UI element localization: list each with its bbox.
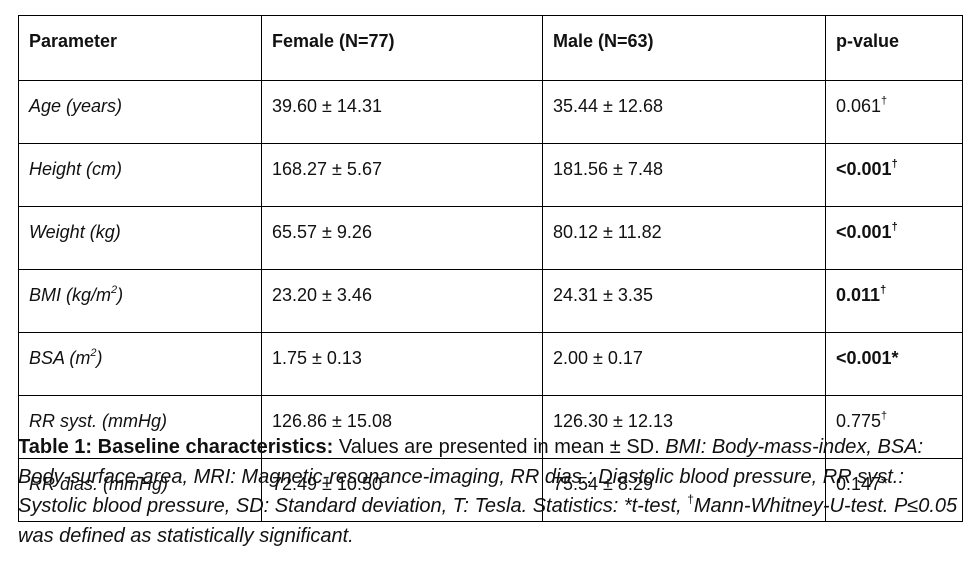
cell-p-value: <0.001†	[825, 143, 963, 207]
p-value-test-mark: †	[880, 283, 887, 296]
header-parameter: Parameter	[18, 15, 262, 81]
caption-abbreviations: BMI: Body-mass-index, BSA: Body-surface-…	[18, 436, 924, 517]
parameter-label: Age (years)	[29, 95, 123, 116]
p-value-test-mark: †	[891, 220, 898, 233]
caption-significance: Mann-Whitney-U-test. P≤0.05 was defined …	[18, 495, 958, 547]
cell-p-value: 0.061†	[825, 80, 963, 144]
parameter-superscript: 2	[90, 346, 97, 359]
cell-p-value: <0.001†	[825, 206, 963, 270]
header-male: Male (N=63)	[542, 15, 826, 81]
header-p-value: p-value	[825, 15, 963, 81]
baseline-table-container: Parameter Female (N=77) Male (N=63) p-va…	[18, 15, 963, 522]
cell-female: 1.75 ± 0.13	[261, 332, 543, 396]
caption-lead: Table 1: Baseline characteristics:	[18, 436, 334, 458]
cell-female: 39.60 ± 14.31	[261, 80, 543, 144]
p-value-text: 0.147*	[836, 473, 889, 494]
cell-p-value: <0.001*	[825, 332, 963, 396]
cell-parameter: Age (years)	[18, 80, 262, 144]
caption-normal-text: Values are presented in mean ± SD.	[333, 436, 666, 458]
caption-dagger: †	[687, 492, 694, 507]
cell-female: 126.86 ± 15.08	[261, 395, 543, 459]
cell-parameter: RR syst. (mmHg)	[18, 395, 262, 459]
p-value-text: <0.001	[836, 221, 892, 242]
table-header-row: Parameter Female (N=77) Male (N=63) p-va…	[18, 15, 963, 81]
parameter-label-end: )	[117, 284, 124, 305]
cell-male: 35.44 ± 12.68	[542, 80, 826, 144]
cell-parameter: RR dias. (mmHg)	[18, 458, 262, 522]
p-value-text: 0.011	[836, 284, 881, 305]
p-value-text: 0.775	[836, 410, 882, 431]
p-value-test-mark: †	[891, 157, 898, 170]
cell-p-value: 0.775†	[825, 395, 963, 459]
cell-parameter: BSA (m2)	[18, 332, 262, 396]
p-value-text: <0.001	[836, 158, 892, 179]
cell-male: 181.56 ± 7.48	[542, 143, 826, 207]
cell-male: 80.12 ± 11.82	[542, 206, 826, 270]
cell-female: 168.27 ± 5.67	[261, 143, 543, 207]
header-female: Female (N=77)	[261, 15, 543, 81]
cell-male: 24.31 ± 3.35	[542, 269, 826, 333]
parameter-label: BSA (m	[29, 347, 91, 368]
parameter-label: RR dias. (mmHg)	[29, 473, 169, 494]
cell-parameter: Weight (kg)	[18, 206, 262, 270]
cell-male: 2.00 ± 0.17	[542, 332, 826, 396]
cell-female: 65.57 ± 9.26	[261, 206, 543, 270]
p-value-text: 0.061	[836, 95, 882, 116]
parameter-superscript: 2	[111, 283, 118, 296]
cell-parameter: BMI (kg/m2)	[18, 269, 262, 333]
parameter-label: Height (cm)	[29, 158, 123, 179]
cell-male: 126.30 ± 12.13	[542, 395, 826, 459]
cell-female: 23.20 ± 3.46	[261, 269, 543, 333]
table-row: BMI (kg/m2) 23.20 ± 3.46 24.31 ± 3.35 0.011…	[18, 269, 963, 333]
table-row: BSA (m2) 1.75 ± 0.13 2.00 ± 0.17 <0.001*	[18, 332, 963, 396]
cell-p-value: 0.147*	[825, 458, 963, 522]
cell-parameter: Height (cm)	[18, 143, 262, 207]
baseline-characteristics-table: Parameter Female (N=77) Male (N=63) p-va…	[18, 15, 963, 522]
p-value-test-mark: †	[881, 94, 888, 107]
table-row: Height (cm) 168.27 ± 5.67 181.56 ± 7.48 <0.…	[18, 143, 963, 207]
parameter-label: RR syst. (mmHg)	[29, 410, 167, 431]
cell-male: 75.54 ± 8.29	[542, 458, 826, 522]
parameter-label-end: )	[96, 347, 103, 368]
table-row: Age (years) 39.60 ± 14.31 35.44 ± 12.68 0.0…	[18, 80, 963, 144]
table-row: RR syst. (mmHg) 126.86 ± 15.08 126.30 ± 12…	[18, 395, 963, 459]
table-body: Age (years) 39.60 ± 14.31 35.44 ± 12.68 0.0…	[18, 80, 963, 522]
table-caption: Table 1: Baseline characteristics: Value…	[18, 433, 962, 551]
table-row: RR dias. (mmHg) 72.49 ± 10.50 75.54 ± 8.29…	[18, 458, 963, 522]
p-value-test-mark: †	[881, 409, 888, 422]
table-row: Weight (kg) 65.57 ± 9.26 80.12 ± 11.82 <0.0…	[18, 206, 963, 270]
p-value-text: <0.001*	[836, 347, 899, 368]
parameter-label: Weight (kg)	[29, 221, 121, 242]
parameter-label: BMI (kg/m	[29, 284, 112, 305]
cell-p-value: 0.011†	[825, 269, 963, 333]
